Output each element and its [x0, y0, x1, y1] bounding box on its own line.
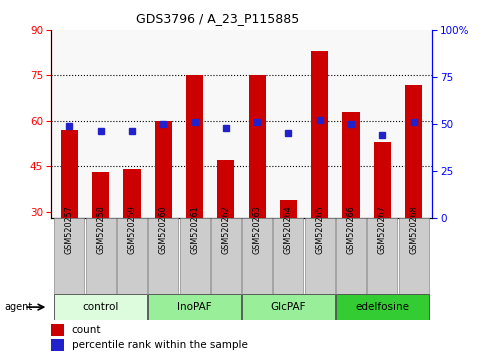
- Text: GSM520258: GSM520258: [96, 205, 105, 254]
- Text: agent: agent: [5, 302, 33, 312]
- Text: GSM520266: GSM520266: [346, 206, 355, 254]
- Bar: [367, 218, 397, 294]
- Bar: [211, 218, 241, 294]
- Text: GSM520262: GSM520262: [221, 205, 230, 254]
- Bar: [273, 218, 303, 294]
- Text: GlcPAF: GlcPAF: [270, 302, 306, 312]
- Text: GSM520263: GSM520263: [253, 206, 262, 254]
- Bar: [51, 324, 64, 336]
- Bar: [148, 218, 178, 294]
- Bar: [217, 160, 234, 218]
- Text: GSM520259: GSM520259: [128, 205, 137, 254]
- Bar: [405, 85, 422, 218]
- Bar: [117, 218, 147, 294]
- Bar: [336, 218, 366, 294]
- Text: InoPAF: InoPAF: [177, 302, 212, 312]
- Bar: [311, 51, 328, 218]
- Bar: [51, 339, 64, 351]
- Bar: [249, 75, 266, 218]
- Text: GSM520265: GSM520265: [315, 205, 324, 254]
- Bar: [61, 130, 78, 218]
- Bar: [55, 218, 85, 294]
- Text: GSM520267: GSM520267: [378, 205, 387, 254]
- Bar: [55, 294, 147, 320]
- Bar: [148, 294, 241, 320]
- Text: GSM520260: GSM520260: [159, 206, 168, 254]
- Bar: [280, 200, 297, 218]
- Bar: [342, 112, 359, 218]
- Bar: [124, 169, 141, 218]
- Bar: [305, 218, 335, 294]
- Bar: [374, 142, 391, 218]
- Text: percentile rank within the sample: percentile rank within the sample: [71, 340, 248, 350]
- Text: GSM520264: GSM520264: [284, 206, 293, 254]
- Text: GSM520257: GSM520257: [65, 205, 74, 254]
- Text: control: control: [83, 302, 119, 312]
- Bar: [336, 294, 428, 320]
- Bar: [242, 218, 272, 294]
- Bar: [180, 218, 210, 294]
- Bar: [86, 218, 116, 294]
- Bar: [242, 294, 335, 320]
- Text: edelfosine: edelfosine: [355, 302, 409, 312]
- Bar: [398, 218, 428, 294]
- Bar: [186, 75, 203, 218]
- Text: GSM520268: GSM520268: [409, 206, 418, 254]
- Text: count: count: [71, 325, 101, 335]
- Bar: [92, 172, 109, 218]
- Text: GDS3796 / A_23_P115885: GDS3796 / A_23_P115885: [136, 12, 299, 25]
- Bar: [155, 121, 172, 218]
- Text: GSM520261: GSM520261: [190, 206, 199, 254]
